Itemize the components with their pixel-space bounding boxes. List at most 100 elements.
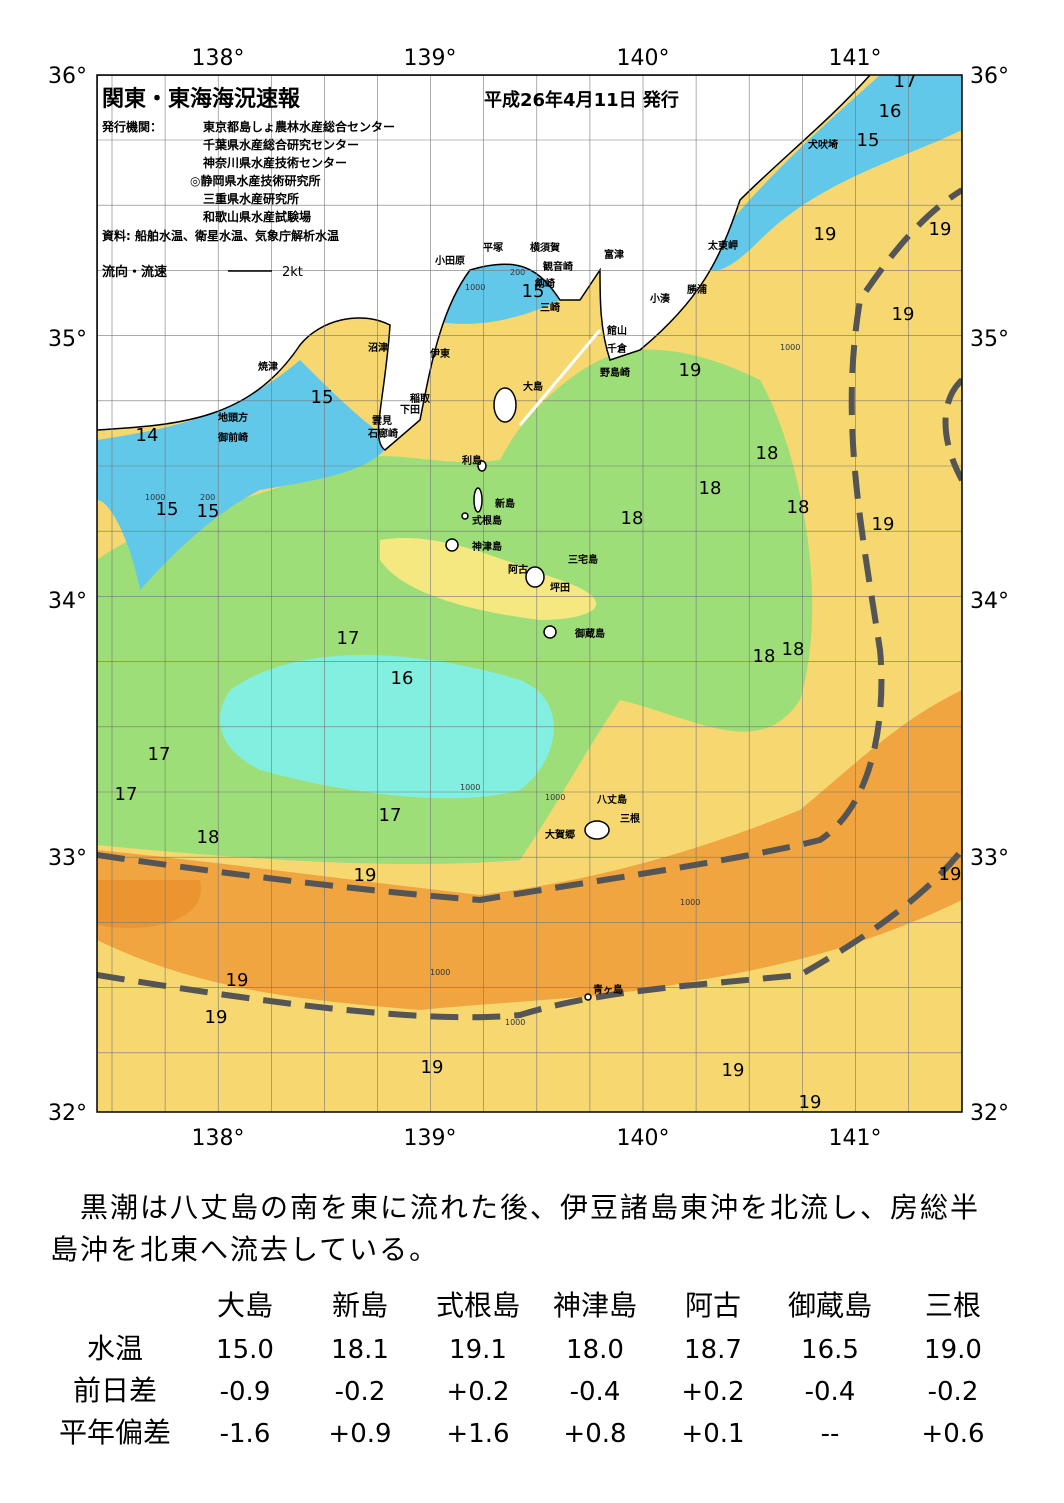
temperature-label: 19 <box>226 970 249 991</box>
column-header: 神津島 <box>553 1289 637 1322</box>
column-header: 御蔵島 <box>788 1289 872 1322</box>
place-name: 地頭方 <box>218 411 248 424</box>
place-name: 千倉 <box>607 342 628 355</box>
place-name: 観音崎 <box>543 260 573 273</box>
lat-label: 34° <box>970 589 1009 614</box>
lon-label: 139° <box>404 46 457 71</box>
source: 資料: 船舶水温、衛星水温、気象庁解析水温 <box>102 228 339 243</box>
temperature-label: 18 <box>621 508 644 529</box>
temperature-label: 18 <box>699 478 722 499</box>
temperature-label: 15 <box>156 499 179 520</box>
column-header: 阿古 <box>685 1289 741 1322</box>
temperature-label: 15 <box>311 387 334 408</box>
cell: 15.0 <box>216 1335 274 1365</box>
lat-label: 32° <box>48 1101 87 1126</box>
cell: -0.4 <box>570 1377 621 1407</box>
place-name: 三宅島 <box>568 553 598 566</box>
island <box>525 566 545 588</box>
place-name: 石廊崎 <box>367 427 398 440</box>
temperature-label: 16 <box>879 101 902 122</box>
depth-label: 1000 <box>680 898 700 907</box>
column-header: 大島 <box>217 1289 273 1322</box>
lat-label: 34° <box>48 589 87 614</box>
temperature-label: 19 <box>929 219 952 240</box>
cell: +0.8 <box>563 1419 626 1449</box>
place-name: 野島崎 <box>600 366 630 379</box>
place-name: 青ヶ島 <box>593 983 623 996</box>
issuer: 三重県水産研究所 <box>203 191 299 206</box>
cell: -0.2 <box>335 1377 386 1407</box>
temperature-label: 18 <box>753 646 776 667</box>
lon-label: 139° <box>404 1126 457 1151</box>
temperature-label: 15 <box>522 281 545 302</box>
place-name: 大賀郷 <box>545 828 575 841</box>
row-label: 前日差 <box>73 1374 157 1407</box>
place-name: 八丈島 <box>596 793 627 806</box>
row-label: 水温 <box>87 1332 143 1365</box>
temperature-label: 18 <box>782 639 805 660</box>
cell: 18.0 <box>566 1335 624 1365</box>
place-name: 富津 <box>604 248 624 261</box>
warm-patch <box>380 538 597 620</box>
lon-label: 140° <box>617 46 670 71</box>
temperature-label: 19 <box>799 1092 822 1113</box>
lat-label: 33° <box>970 846 1009 871</box>
cell: 19.1 <box>449 1335 507 1365</box>
warm-band <box>97 690 962 1010</box>
issuer: 和歌山県水産試験場 <box>202 209 311 224</box>
lon-label: 140° <box>617 1126 670 1151</box>
place-name: 平塚 <box>483 241 503 254</box>
axis-labels: 138° 138° 139° 139° 140° 140° 141° 141° 36° 36° 35… <box>48 46 1009 1151</box>
kuroshio-axis <box>97 187 962 1021</box>
temperature-label: 19 <box>892 304 915 325</box>
cell: +0.9 <box>328 1419 391 1449</box>
temperature-label: 19 <box>939 864 962 885</box>
temperature-label: 18 <box>197 827 220 848</box>
depth-label: 200 <box>200 493 215 502</box>
temperature-label: 17 <box>115 784 138 805</box>
cell: 19.0 <box>924 1335 982 1365</box>
grid <box>97 75 962 1112</box>
lat-label: 33° <box>48 846 87 871</box>
lat-label: 32° <box>970 1101 1009 1126</box>
cell: -0.9 <box>220 1377 271 1407</box>
place-name: 神津島 <box>472 540 502 553</box>
lat-label: 35° <box>48 327 87 352</box>
kuroshio-path <box>942 377 962 482</box>
place-name: 太東岬 <box>707 239 738 252</box>
ship-track <box>518 329 602 426</box>
place-name: 式根島 <box>472 514 502 527</box>
place-name: 阿古 <box>508 563 528 576</box>
island <box>543 625 557 639</box>
depth-label: 1000 <box>460 783 480 792</box>
description-line: 島沖を北東へ流去している。 <box>50 1233 440 1266</box>
cell: 16.5 <box>801 1335 859 1365</box>
place-name: 稲取 <box>410 392 431 405</box>
island <box>584 993 592 1001</box>
issuer: ◎静岡県水産技術研究所 <box>190 173 320 188</box>
column-header: 式根島 <box>436 1289 520 1322</box>
place-name: 雲見 <box>372 415 392 427</box>
cell: -- <box>821 1419 840 1449</box>
island <box>445 538 459 552</box>
column-header: 新島 <box>332 1289 388 1322</box>
cell: +0.2 <box>681 1377 744 1407</box>
lon-label: 138° <box>192 1126 245 1151</box>
temperature-label: 19 <box>421 1057 444 1078</box>
place-name: 小湊 <box>649 292 671 305</box>
depth-label: 1000 <box>505 1018 525 1027</box>
islands <box>445 387 610 1001</box>
place-name: 犬吠埼 <box>808 138 838 151</box>
column-header: 三根 <box>925 1289 981 1322</box>
issuer: 東京都島しょ農林水産総合センター <box>203 119 395 134</box>
lat-label: 36° <box>48 64 87 89</box>
cell: 18.7 <box>684 1335 742 1365</box>
lon-label: 141° <box>829 46 882 71</box>
place-name: 沼津 <box>368 341 388 354</box>
island <box>584 820 610 840</box>
issuer: 神奈川県水産技術センター <box>203 155 347 170</box>
cell: +0.6 <box>921 1419 984 1449</box>
temperature-label: 19 <box>722 1060 745 1081</box>
map-frame <box>96 74 963 1113</box>
temperature-label: 17 <box>337 628 360 649</box>
